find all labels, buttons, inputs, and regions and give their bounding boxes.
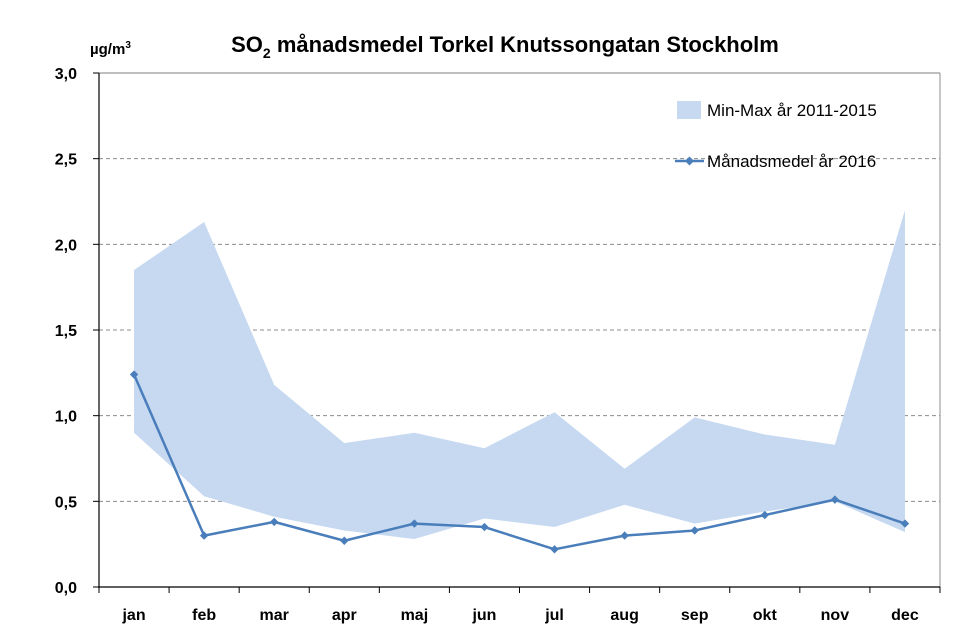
y-tick-label-6: 3,0	[55, 66, 77, 83]
data-point-jan	[129, 370, 139, 379]
x-tick-label-okt: okt	[753, 607, 778, 624]
data-point-sep	[690, 526, 699, 535]
x-tick-label-nov: nov	[821, 607, 850, 624]
chart-title-rest: månadsmedel Torkel Knutssongatan Stockho…	[271, 32, 779, 57]
x-tick-label-mar: mar	[260, 607, 289, 624]
data-point-maj	[410, 519, 419, 528]
data-point-mar	[270, 517, 279, 527]
data-point-jun	[480, 522, 489, 532]
monthly-mean-line	[132, 374, 906, 551]
chart-title: SO2 månadsmedel Torkel Knutssongatan Sto…	[231, 32, 779, 61]
x-tick-label-jul: jul	[544, 607, 564, 624]
x-tick-labels: jan feb mar apr maj jun jul aug sep okt nov dec	[121, 607, 918, 624]
y-tick-labels: 0,0 0,5 1,0 1,5 2,0 2,5 3,0	[55, 66, 77, 597]
y-tick-label-1: 0,5	[55, 494, 77, 511]
x-tick-label-dec: dec	[891, 607, 919, 624]
y-unit-superscript: 3	[125, 40, 131, 51]
x-tick-label-aug: aug	[610, 607, 638, 624]
data-point-jul	[550, 545, 559, 554]
y-tick-label-2: 1,0	[55, 409, 77, 426]
x-tick-label-feb: feb	[192, 607, 216, 624]
y-tick-label-5: 2,5	[55, 152, 77, 169]
y-unit-base: µg/m	[90, 41, 125, 58]
x-tick-label-jun: jun	[471, 607, 496, 624]
data-point-nov	[830, 495, 840, 504]
data-point-feb	[199, 531, 209, 540]
legend-swatch-marker-2016	[685, 156, 694, 166]
legend-swatch-min-max	[677, 101, 701, 119]
y-tick-label-4: 2,0	[55, 237, 77, 254]
data-point-okt	[760, 510, 769, 520]
legend-label-min-max: Min-Max år 2011-2015	[707, 101, 877, 120]
data-point-apr	[340, 536, 349, 545]
x-tick-label-sep: sep	[681, 607, 709, 624]
y-unit-label: µg/m3	[90, 40, 131, 58]
x-tick-label-apr: apr	[332, 607, 357, 624]
x-tick-label-jan: jan	[121, 607, 145, 624]
chart-title-main: SO	[231, 32, 263, 57]
min-max-band-layer	[134, 210, 905, 540]
y-tick-label-0: 0,0	[55, 580, 77, 597]
monthly-mean-line-layer	[129, 370, 910, 554]
axes	[93, 72, 941, 593]
chart-title-subscript: 2	[263, 45, 271, 61]
legend: Min-Max år 2011-2015 Månadsmedel år 2016	[675, 101, 877, 171]
data-point-aug	[620, 531, 629, 540]
y-tick-label-3: 1,5	[55, 323, 77, 340]
x-tick-label-maj: maj	[401, 607, 429, 624]
data-point-dec	[900, 519, 910, 528]
legend-label-2016: Månadsmedel år 2016	[707, 152, 876, 171]
min-max-band	[134, 210, 905, 540]
